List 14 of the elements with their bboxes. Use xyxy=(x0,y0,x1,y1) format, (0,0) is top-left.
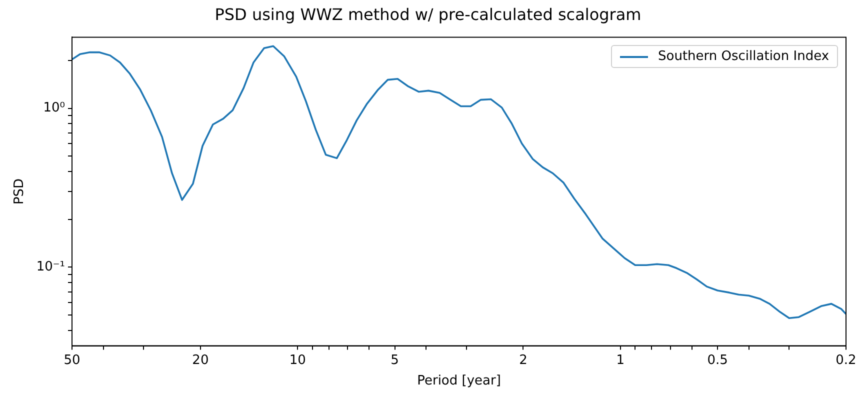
x-tick-label: 0.5 xyxy=(707,352,728,368)
y-tick-label: 10⁰ xyxy=(43,100,65,116)
x-tick-label: 0.2 xyxy=(836,352,856,368)
x-tick-label: 5 xyxy=(390,352,399,368)
y-tick-label: 10⁻¹ xyxy=(36,260,65,275)
x-tick-label: 20 xyxy=(192,352,209,368)
x-tick-label: 2 xyxy=(519,352,528,368)
x-tick-label: 1 xyxy=(616,352,625,368)
y-axis-title: PSD xyxy=(12,178,28,205)
x-tick-label: 50 xyxy=(64,352,80,368)
legend-label: Southern Oscillation Index xyxy=(658,49,830,64)
x-tick-label: 10 xyxy=(289,352,306,368)
x-axis-title: Period [year] xyxy=(417,374,501,389)
chart-title: PSD using WWZ method w/ pre-calculated scalogram xyxy=(214,4,642,24)
